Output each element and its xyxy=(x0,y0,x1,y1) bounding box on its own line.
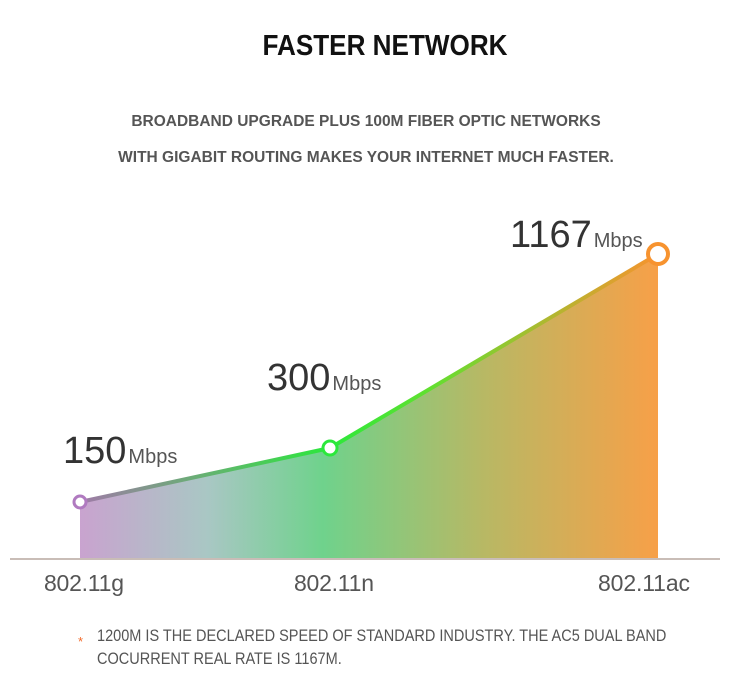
data-point-802.11g xyxy=(72,494,88,510)
area-fill xyxy=(80,254,658,559)
value-label: 150 Mbps xyxy=(63,430,177,472)
footnote-text: 1200M IS THE DECLARED SPEED OF STANDARD … xyxy=(97,627,667,668)
value-label: 1167 Mbps xyxy=(510,214,643,256)
subtitle-line-1: BROADBAND UPGRADE PLUS 100M FIBER OPTIC … xyxy=(131,113,601,130)
x-tick-label: 802.11ac xyxy=(598,570,690,596)
page-title: FASTER NETWORK xyxy=(262,30,508,62)
value-label: 300 Mbps xyxy=(267,357,381,399)
data-point-802.11ac xyxy=(646,242,670,266)
subtitle-line-2: WITH GIGABIT ROUTING MAKES YOUR INTERNET… xyxy=(118,149,614,166)
x-tick-label: 802.11n xyxy=(294,570,374,596)
data-point-802.11n xyxy=(321,439,339,457)
x-tick-label: 802.11g xyxy=(44,570,124,596)
asterisk-icon: * xyxy=(78,634,84,649)
